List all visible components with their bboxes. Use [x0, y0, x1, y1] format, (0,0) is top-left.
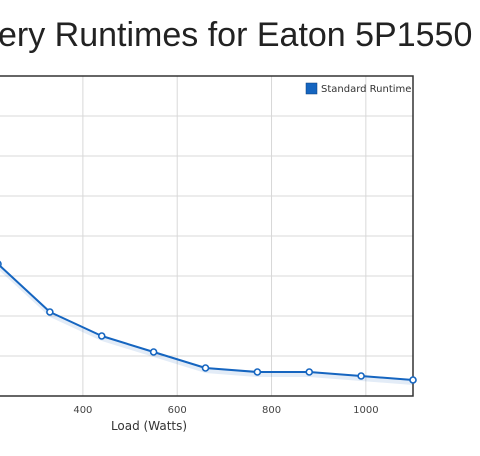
data-points	[0, 260, 417, 384]
x-axis-label: Load (Watts)	[111, 419, 187, 433]
data-point-770[interactable]	[253, 368, 262, 376]
x-tick-label-800: 800	[262, 405, 281, 416]
data-point-660[interactable]	[201, 364, 210, 372]
legend-swatch	[305, 82, 318, 95]
grid	[0, 76, 413, 396]
legend[interactable]: Standard Runtime	[305, 82, 411, 95]
data-point-1100[interactable]	[409, 376, 417, 384]
x-tick-label-600: 600	[168, 405, 187, 416]
data-point-220[interactable]	[0, 260, 2, 268]
x-tick-label-1000: 1000	[353, 405, 378, 416]
legend-label: Standard Runtime	[321, 84, 411, 95]
chart-title: ery Runtimes for Eaton 5P1550	[0, 16, 473, 54]
plot-frame	[0, 75, 414, 397]
data-point-880[interactable]	[305, 368, 314, 376]
x-tick-labels: 400 600 800 1000	[73, 405, 378, 416]
data-point-550[interactable]	[149, 348, 158, 356]
data-point-440[interactable]	[97, 332, 106, 340]
data-point-330[interactable]	[46, 308, 54, 316]
data-point-990[interactable]	[357, 372, 365, 380]
x-tick-label-400: 400	[73, 405, 92, 416]
